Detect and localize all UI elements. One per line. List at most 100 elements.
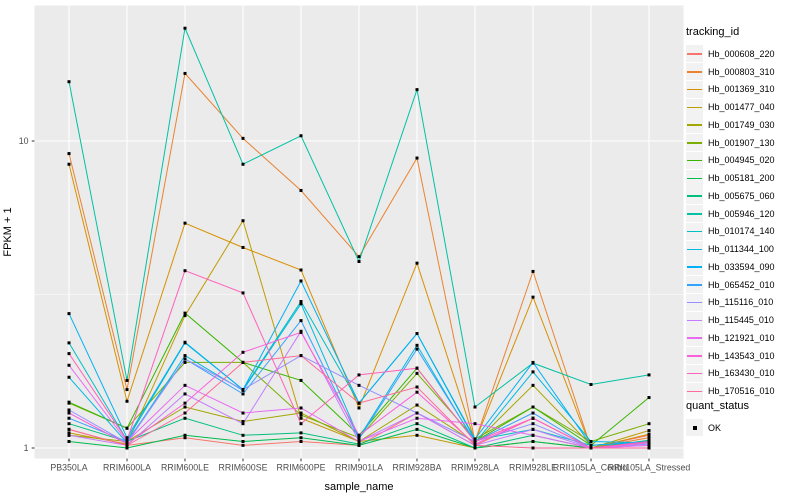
data-point xyxy=(183,221,187,225)
data-point xyxy=(67,312,71,316)
legend-line-key-icon xyxy=(686,80,703,98)
data-point xyxy=(67,422,71,426)
data-point xyxy=(299,300,303,304)
legend-line-key-icon xyxy=(686,98,703,116)
legend-item: Hb_121921_010 xyxy=(686,329,798,347)
data-point xyxy=(473,422,477,426)
data-point xyxy=(183,392,187,396)
legend-item: Hb_170516_010 xyxy=(686,382,798,400)
data-point xyxy=(183,383,187,387)
data-point xyxy=(183,71,187,75)
data-point xyxy=(299,411,303,415)
data-point xyxy=(241,422,245,426)
x-tick-label: RRIM928BA xyxy=(393,463,442,473)
legend-item-label: Hb_005675_060 xyxy=(708,190,775,201)
data-point xyxy=(299,319,303,323)
data-point xyxy=(241,162,245,166)
data-point xyxy=(357,433,361,437)
legend-item-label: Hb_121921_010 xyxy=(708,332,775,343)
data-point xyxy=(647,443,651,447)
x-tick-label: RRIM928LA xyxy=(451,463,499,473)
data-point xyxy=(357,260,361,264)
y-tick-label: 1 xyxy=(24,443,29,453)
data-point xyxy=(125,399,129,403)
data-point xyxy=(183,357,187,361)
data-point xyxy=(415,332,419,336)
data-point xyxy=(589,439,593,443)
data-point xyxy=(183,311,187,315)
legend-item: Hb_000803_310 xyxy=(686,63,798,81)
data-point xyxy=(415,385,419,389)
legend-item-label: Hb_115445_010 xyxy=(708,315,774,326)
x-tick-label: RRIM901LA xyxy=(335,463,383,473)
legend-line-key-icon xyxy=(686,382,703,400)
data-point xyxy=(67,152,71,156)
data-point xyxy=(241,136,245,140)
data-point xyxy=(125,426,129,430)
data-point xyxy=(183,436,187,440)
legend-item: Hb_001907_130 xyxy=(686,134,798,152)
data-point xyxy=(299,422,303,426)
data-point xyxy=(67,431,71,435)
data-point xyxy=(589,443,593,447)
legend-line-key-icon xyxy=(686,205,703,223)
legend-item: Hb_115445_010 xyxy=(686,311,798,329)
data-point xyxy=(67,341,71,345)
legend-line-key-icon xyxy=(686,151,703,169)
data-point xyxy=(125,446,129,450)
data-point xyxy=(647,396,651,400)
legend-item-label: Hb_004945_020 xyxy=(708,155,775,166)
legend-line-key-icon xyxy=(686,258,703,276)
data-point xyxy=(647,422,651,426)
legend-item-label: Hb_010174_140 xyxy=(708,226,775,237)
legend-item-label: Hb_000803_310 xyxy=(708,66,775,77)
data-point xyxy=(183,405,187,409)
data-point xyxy=(357,401,361,405)
legend-item: Hb_065452_010 xyxy=(686,276,798,294)
legend-line-key-icon xyxy=(686,187,703,205)
legend-item: Hb_001749_030 xyxy=(686,116,798,134)
legend-item: Hb_005675_060 xyxy=(686,187,798,205)
data-point xyxy=(473,439,477,443)
legend-item-label: Hb_143543_010 xyxy=(708,350,775,361)
data-point xyxy=(125,388,129,392)
legend-item-label: Hb_115116_010 xyxy=(708,297,774,308)
data-point xyxy=(67,375,71,379)
tracking-id-legend: tracking_id Hb_000608_220 Hb_000803_310 Hb… xyxy=(686,26,798,400)
y-tick-label: 10 xyxy=(19,136,29,146)
data-point xyxy=(647,373,651,377)
data-point xyxy=(183,433,187,437)
data-point xyxy=(415,156,419,160)
data-point xyxy=(67,411,71,415)
x-tick-label: RRIM600PE xyxy=(277,463,326,473)
legend-item-label: Hb_000608_220 xyxy=(708,48,775,59)
data-point xyxy=(67,433,71,437)
data-point xyxy=(647,439,651,443)
legend2-title: quant_status xyxy=(686,400,749,412)
legend-item-label: Hb_001907_130 xyxy=(708,137,775,148)
data-point xyxy=(241,388,245,392)
data-point xyxy=(183,416,187,420)
data-point xyxy=(415,261,419,265)
data-point xyxy=(241,411,245,415)
data-point xyxy=(67,352,71,356)
legend-item-ok: OK xyxy=(686,419,798,437)
data-point xyxy=(415,427,419,431)
data-point xyxy=(531,269,535,273)
data-point xyxy=(415,371,419,375)
data-point xyxy=(473,446,477,450)
legend-title: tracking_id xyxy=(686,26,740,38)
data-point xyxy=(299,406,303,410)
data-point xyxy=(67,363,71,367)
data-point xyxy=(299,188,303,192)
data-point xyxy=(357,255,361,259)
data-point xyxy=(531,446,535,450)
legend-line-key-icon xyxy=(686,169,703,187)
data-point xyxy=(241,219,245,223)
x-tick-label: RRII105LA_Stressed xyxy=(608,463,691,473)
data-point xyxy=(183,354,187,358)
data-point xyxy=(415,347,419,351)
data-point xyxy=(241,419,245,423)
